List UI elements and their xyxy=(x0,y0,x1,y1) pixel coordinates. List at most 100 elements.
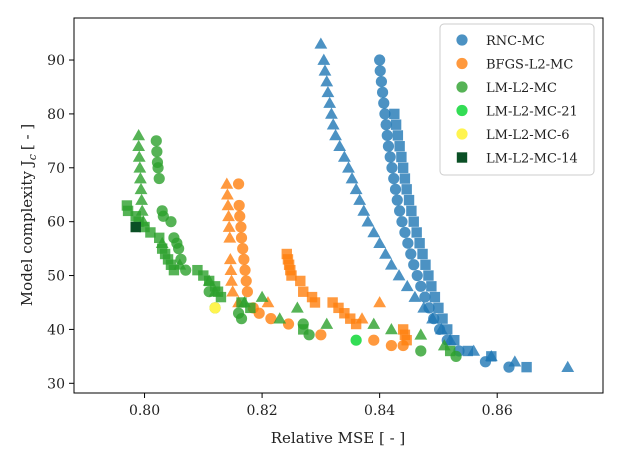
x-axis: 0.80 0.82 0.84 0.86 xyxy=(129,393,513,419)
data-point xyxy=(235,313,248,325)
data-point xyxy=(397,324,409,335)
y-axis-title-sub: c xyxy=(26,154,39,160)
data-point xyxy=(220,177,234,189)
legend-marker xyxy=(456,128,468,140)
data-point xyxy=(374,65,386,77)
data-point xyxy=(423,302,435,314)
x-axis-title: Relative MSE [ - ] xyxy=(271,429,406,447)
legend-item: RNC-MC xyxy=(456,34,545,49)
data-point xyxy=(378,97,390,109)
legend-item: LM-L2-MC-21 xyxy=(456,105,578,120)
data-point xyxy=(224,263,238,275)
data-point xyxy=(403,194,415,206)
data-point xyxy=(417,248,428,260)
data-point xyxy=(389,183,402,195)
data-point xyxy=(282,318,295,330)
data-point xyxy=(402,237,414,249)
data-point xyxy=(423,270,434,281)
data-point xyxy=(329,129,342,141)
data-point xyxy=(221,199,235,211)
data-point xyxy=(345,313,356,324)
data-point xyxy=(165,216,177,228)
data-point xyxy=(399,226,411,239)
data-point xyxy=(394,141,405,152)
data-point xyxy=(394,205,406,217)
data-point xyxy=(561,360,575,372)
x-tick-label: 0.84 xyxy=(364,403,395,419)
y-tick-label: 80 xyxy=(47,107,65,123)
data-point xyxy=(156,243,168,254)
data-point xyxy=(154,232,165,244)
data-point xyxy=(415,280,427,292)
data-point xyxy=(325,107,338,119)
data-point xyxy=(235,232,248,244)
data-point xyxy=(295,275,306,287)
data-point xyxy=(444,345,456,357)
data-point xyxy=(433,302,444,314)
data-point xyxy=(396,151,407,163)
data-point xyxy=(385,323,398,335)
series-lm-l2-mc-14 xyxy=(130,221,141,233)
data-point xyxy=(283,259,295,270)
legend-marker xyxy=(456,57,468,70)
data-point xyxy=(236,297,247,308)
data-point xyxy=(385,258,398,270)
data-point xyxy=(320,75,334,87)
data-point xyxy=(323,96,337,108)
data-point xyxy=(339,308,350,319)
data-point xyxy=(399,329,411,341)
legend-item: LM-L2-MC-6 xyxy=(456,128,570,143)
data-point xyxy=(223,231,237,243)
data-point xyxy=(401,334,412,346)
data-point xyxy=(408,259,420,271)
data-point xyxy=(134,172,147,184)
data-point xyxy=(290,301,304,313)
legend-label: LM-L2-MC-6 xyxy=(486,128,570,143)
data-point xyxy=(221,188,234,200)
axes-frame xyxy=(73,17,604,394)
data-point xyxy=(286,270,297,281)
legend-marker xyxy=(456,34,468,46)
legend-marker xyxy=(456,152,468,163)
y-axis-title-unit: [ - ] xyxy=(18,124,36,150)
data-point xyxy=(238,253,250,265)
data-point xyxy=(235,221,247,233)
data-point xyxy=(309,297,321,308)
data-point xyxy=(130,211,141,222)
data-point xyxy=(368,334,380,346)
series-rnc-mc xyxy=(314,37,575,373)
data-point xyxy=(386,162,398,174)
data-point xyxy=(175,253,187,265)
data-point xyxy=(326,118,340,130)
data-point xyxy=(353,193,367,205)
data-point xyxy=(401,184,412,195)
data-point xyxy=(380,119,392,131)
series-bfgs-l2-mc xyxy=(220,177,412,352)
data-point xyxy=(391,194,403,206)
data-point xyxy=(367,226,381,238)
data-point xyxy=(122,205,134,217)
data-point xyxy=(415,345,427,357)
data-point xyxy=(282,254,294,265)
data-point xyxy=(411,227,422,238)
data-point xyxy=(373,236,387,249)
y-tick-label: 50 xyxy=(47,269,65,285)
data-point xyxy=(237,243,249,255)
data-point xyxy=(222,220,236,232)
data-point xyxy=(234,210,246,222)
data-point xyxy=(281,248,292,260)
data-point xyxy=(333,302,344,314)
data-point xyxy=(306,291,318,303)
data-point xyxy=(396,216,408,228)
data-point xyxy=(298,324,309,335)
data-point xyxy=(390,119,402,130)
legend-item: BFGS-L2-MC xyxy=(456,58,573,73)
data-point xyxy=(212,286,224,297)
data-point xyxy=(273,312,287,324)
data-point xyxy=(253,307,265,319)
data-point xyxy=(521,361,532,373)
data-point xyxy=(121,200,133,211)
data-point xyxy=(226,285,240,297)
data-point xyxy=(152,162,164,174)
